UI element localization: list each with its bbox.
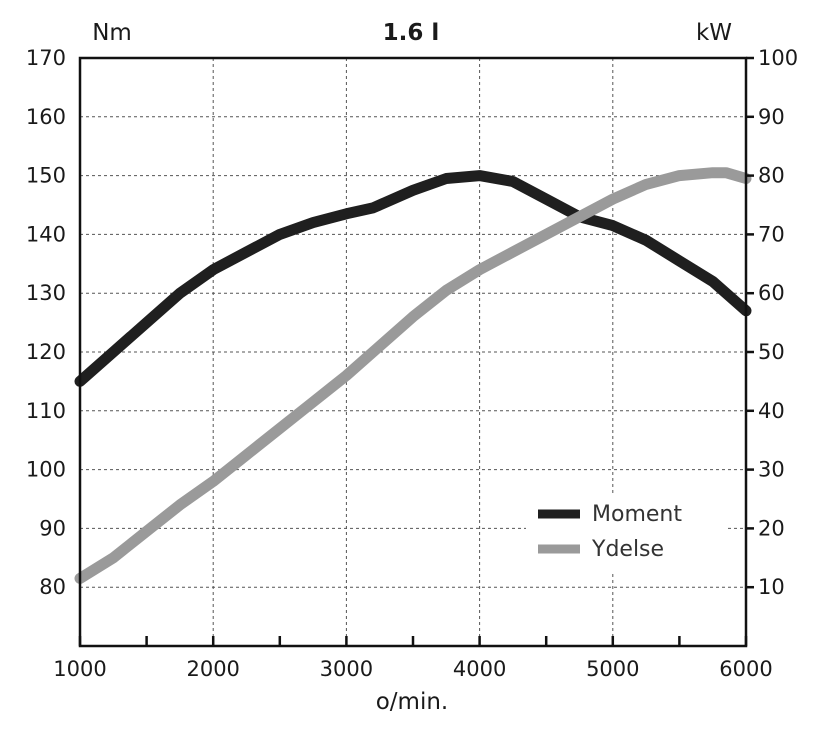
- series-line-ydelse: [74, 167, 752, 584]
- series-line-moment: [74, 170, 752, 387]
- x-tick-label-4000: 4000: [453, 657, 506, 681]
- y-left-tick-label-120: 120: [26, 340, 66, 364]
- y-left-tick-label-90: 90: [39, 516, 66, 540]
- x-tick-label-1000: 1000: [53, 657, 106, 681]
- y-right-tick-label-80: 80: [758, 164, 785, 188]
- y-left-tick-label-100: 100: [26, 458, 66, 482]
- y-left-tick-label-160: 160: [26, 105, 66, 129]
- y-right-tick-label-50: 50: [758, 340, 785, 364]
- tick-marks: [78, 56, 754, 646]
- legend-label-moment: Moment: [592, 502, 682, 527]
- chart-title: 1.6 l: [383, 20, 440, 46]
- x-axis-label: o/min.: [376, 689, 449, 715]
- y-left-tick-label-140: 140: [26, 222, 66, 246]
- y-left-tick-label-170: 170: [26, 46, 66, 70]
- y-left-tick-label-150: 150: [26, 164, 66, 188]
- y-axis-left-unit: Nm: [92, 20, 132, 46]
- y-right-tick-label-60: 60: [758, 281, 785, 305]
- y-right-tick-label-20: 20: [758, 516, 785, 540]
- legend: Moment Ydelse: [526, 496, 726, 572]
- x-tick-label-3000: 3000: [320, 657, 373, 681]
- legend-background: [526, 496, 726, 572]
- x-tick-label-2000: 2000: [186, 657, 239, 681]
- plot-series: [74, 167, 752, 584]
- y-right-tick-label-100: 100: [758, 46, 798, 70]
- y-left-tick-label-110: 110: [26, 399, 66, 423]
- y-axis-right-unit: kW: [696, 20, 732, 46]
- legend-label-ydelse: Ydelse: [591, 537, 664, 562]
- x-tick-label-5000: 5000: [586, 657, 639, 681]
- tick-labels: 1000 2000 3000 4000 5000 6000 80 90 100 110 120 130…: [26, 46, 798, 681]
- y-right-tick-label-30: 30: [758, 458, 785, 482]
- x-tick-label-6000: 6000: [719, 657, 772, 681]
- y-right-tick-label-40: 40: [758, 399, 785, 423]
- y-left-tick-label-80: 80: [39, 575, 66, 599]
- y-right-tick-label-70: 70: [758, 222, 785, 246]
- y-right-tick-label-90: 90: [758, 105, 785, 129]
- y-right-tick-label-10: 10: [758, 575, 785, 599]
- y-left-tick-label-130: 130: [26, 281, 66, 305]
